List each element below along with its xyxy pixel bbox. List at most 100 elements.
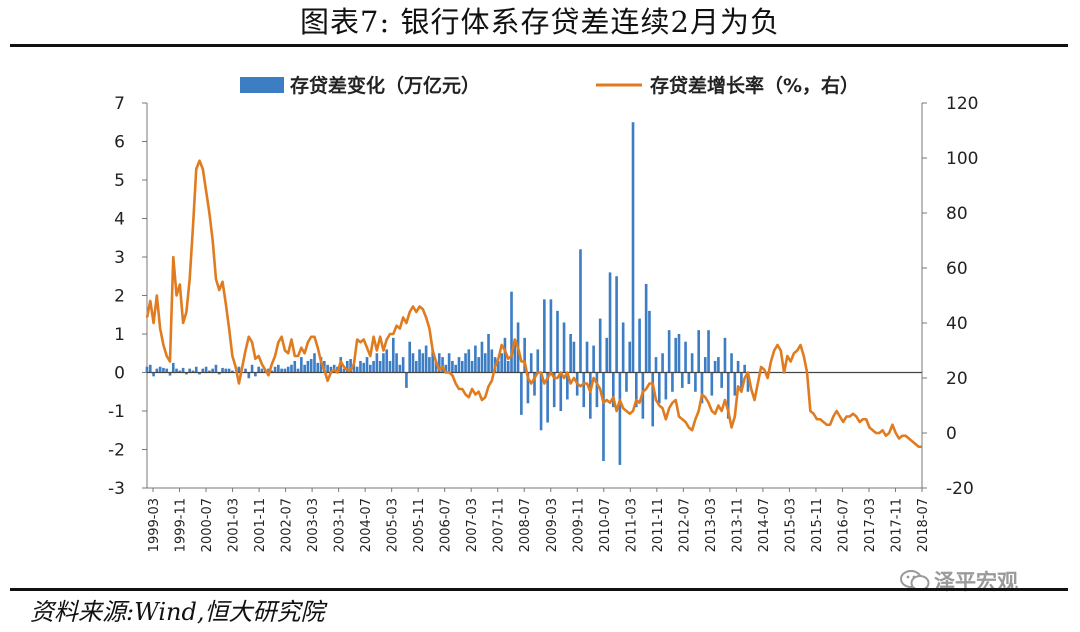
bar — [726, 372, 730, 419]
bar — [457, 357, 461, 373]
bar — [214, 364, 218, 373]
bar — [405, 372, 408, 388]
watermark: 泽平宏观 — [900, 566, 1018, 596]
legend-bar-label: 存贷差变化（万亿元） — [290, 74, 480, 97]
top-rule — [10, 44, 1068, 47]
x-tick-label: 2013-11 — [730, 498, 745, 552]
x-tick-label: 2003-03 — [306, 498, 321, 552]
bar — [700, 372, 704, 404]
bar — [536, 349, 540, 373]
bar — [674, 337, 678, 373]
bar — [362, 362, 366, 373]
bar — [631, 122, 635, 373]
bar — [503, 337, 507, 373]
bar — [467, 349, 471, 373]
bar — [592, 345, 595, 373]
bar — [424, 345, 428, 373]
bar — [257, 366, 260, 373]
x-tick-label: 2003-11 — [333, 498, 348, 552]
bar — [733, 372, 737, 396]
bar — [464, 353, 467, 373]
bar — [247, 372, 251, 379]
bar — [447, 353, 451, 373]
bar — [211, 368, 214, 373]
left-tick-label: 7 — [114, 94, 125, 114]
x-tick-label: 2007-03 — [465, 498, 480, 552]
bar — [625, 372, 628, 392]
bar — [638, 318, 641, 373]
bar — [546, 372, 549, 423]
bar — [559, 372, 563, 411]
bar — [152, 372, 155, 377]
left-tick-label: 0 — [114, 364, 125, 384]
bar — [657, 372, 661, 404]
bar — [175, 368, 178, 373]
x-tick-label: 2010-07 — [598, 498, 613, 552]
bar — [717, 357, 720, 373]
x-tick-label: 2008-07 — [518, 498, 533, 552]
bar — [697, 330, 701, 373]
bar — [579, 249, 582, 373]
bar — [391, 337, 395, 373]
bar — [286, 366, 290, 373]
bar — [365, 357, 369, 373]
chart-legend: 存贷差变化（万亿元） 存贷差增长率（%，右） — [240, 74, 859, 97]
x-tick-label: 2001-03 — [227, 498, 242, 552]
bar — [483, 353, 487, 373]
right-tick-label: 120 — [946, 94, 978, 114]
left-y-axis: 7 6 5 4 3 2 1 0 -1 -2 -3 — [108, 94, 147, 499]
dual-axis-chart: 存贷差变化（万亿元） 存贷差增长率（%，右） 7 6 5 4 3 2 1 0 -1 -2 -3 12… — [108, 74, 978, 552]
bar — [254, 372, 257, 377]
bar — [474, 345, 477, 373]
bar — [217, 372, 221, 375]
bar — [736, 360, 740, 373]
watermark-text: 泽平宏观 — [934, 570, 1018, 594]
bar — [237, 366, 241, 373]
bar — [654, 357, 658, 373]
x-tick-label: 2001-11 — [253, 498, 268, 552]
bar — [201, 368, 205, 373]
x-tick-label: 2005-11 — [412, 498, 427, 552]
bar — [444, 364, 448, 373]
bar — [411, 353, 415, 373]
x-tick-label: 2004-07 — [359, 498, 374, 552]
x-tick-label: 2002-07 — [280, 498, 295, 552]
right-tick-label: 0 — [946, 424, 957, 444]
bar — [644, 283, 648, 373]
bar — [608, 272, 612, 373]
bar — [158, 366, 162, 373]
x-tick-label: 2015-03 — [783, 498, 798, 552]
bar — [723, 337, 727, 373]
bar — [231, 370, 234, 373]
bar — [552, 372, 556, 408]
bar — [168, 372, 172, 376]
left-tick-label: 4 — [114, 210, 125, 230]
bar — [329, 366, 333, 373]
bar — [671, 372, 674, 392]
bar — [303, 364, 306, 373]
bar — [428, 357, 431, 373]
bar — [694, 372, 697, 392]
bar — [414, 360, 418, 373]
bar — [651, 372, 655, 427]
x-tick-label: 2011-03 — [624, 498, 639, 552]
bar — [595, 372, 599, 408]
bar — [454, 364, 457, 373]
bar — [431, 349, 435, 373]
bar — [470, 360, 474, 373]
bar — [743, 364, 746, 373]
bar — [615, 276, 618, 373]
bar — [309, 359, 313, 373]
bar — [585, 341, 589, 373]
bar — [306, 360, 310, 373]
bar — [441, 357, 444, 373]
bar — [280, 368, 283, 373]
bar — [569, 334, 572, 373]
x-tick-label: 2012-07 — [677, 498, 692, 552]
bar — [562, 322, 566, 373]
left-tick-label: -2 — [108, 441, 125, 461]
bottom-rule — [10, 588, 1068, 591]
bar — [250, 364, 254, 373]
bar — [703, 357, 707, 373]
x-tick-label: 2005-03 — [386, 498, 401, 552]
